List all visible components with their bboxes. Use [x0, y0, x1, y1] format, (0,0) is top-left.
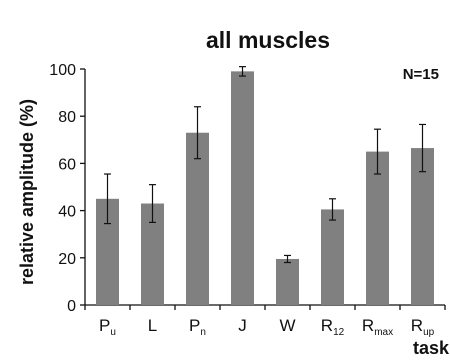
bar	[186, 132, 209, 305]
x-axis-label: task	[413, 338, 450, 358]
bar	[276, 258, 299, 305]
y-tick-label: 40	[58, 204, 76, 221]
x-tick-label: J	[238, 316, 247, 335]
y-tick-label: 60	[58, 156, 76, 173]
x-tick-label: Rup	[411, 316, 435, 338]
x-tick-label: R12	[321, 316, 345, 338]
y-tick-label: 100	[49, 62, 76, 79]
bar	[96, 198, 119, 305]
y-tick-label: 20	[58, 251, 76, 268]
x-tick-label: Rmax	[362, 316, 393, 338]
y-axis-label: relative amplitude (%)	[17, 99, 37, 285]
x-tick-label: Pn	[189, 316, 206, 338]
x-tick-label: Pu	[99, 316, 116, 338]
plot-area: 0 20 40 60 80 100 Pu L Pn J W R12 Rmax Rup	[49, 62, 446, 338]
bar	[321, 209, 344, 305]
x-tick-label: W	[279, 316, 295, 335]
y-tick-label: 80	[58, 109, 76, 126]
bar	[141, 203, 164, 305]
x-tick-label: L	[148, 316, 157, 335]
bar	[231, 71, 254, 305]
y-tick-label: 0	[67, 298, 76, 315]
sample-size-annotation: N=15	[403, 66, 439, 83]
bar	[366, 151, 389, 305]
bar	[411, 148, 434, 305]
chart-title: all muscles	[206, 27, 330, 53]
